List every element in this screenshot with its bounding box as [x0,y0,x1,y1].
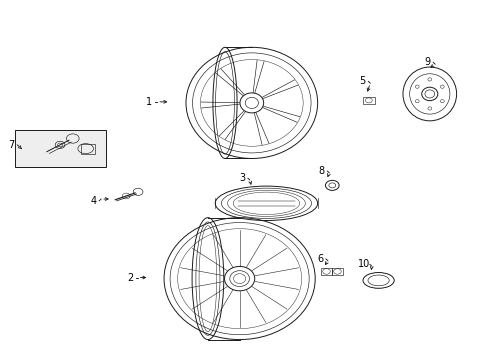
Text: 3: 3 [239,173,244,183]
Text: 2: 2 [126,273,133,283]
Text: 7: 7 [8,140,15,150]
FancyBboxPatch shape [15,130,105,167]
Text: 9: 9 [424,57,429,67]
Text: 8: 8 [318,166,324,176]
Text: 5: 5 [359,76,365,86]
Text: 1: 1 [146,97,152,107]
Text: 4: 4 [90,196,96,206]
Text: 10: 10 [357,259,369,269]
Text: 6: 6 [316,254,323,264]
